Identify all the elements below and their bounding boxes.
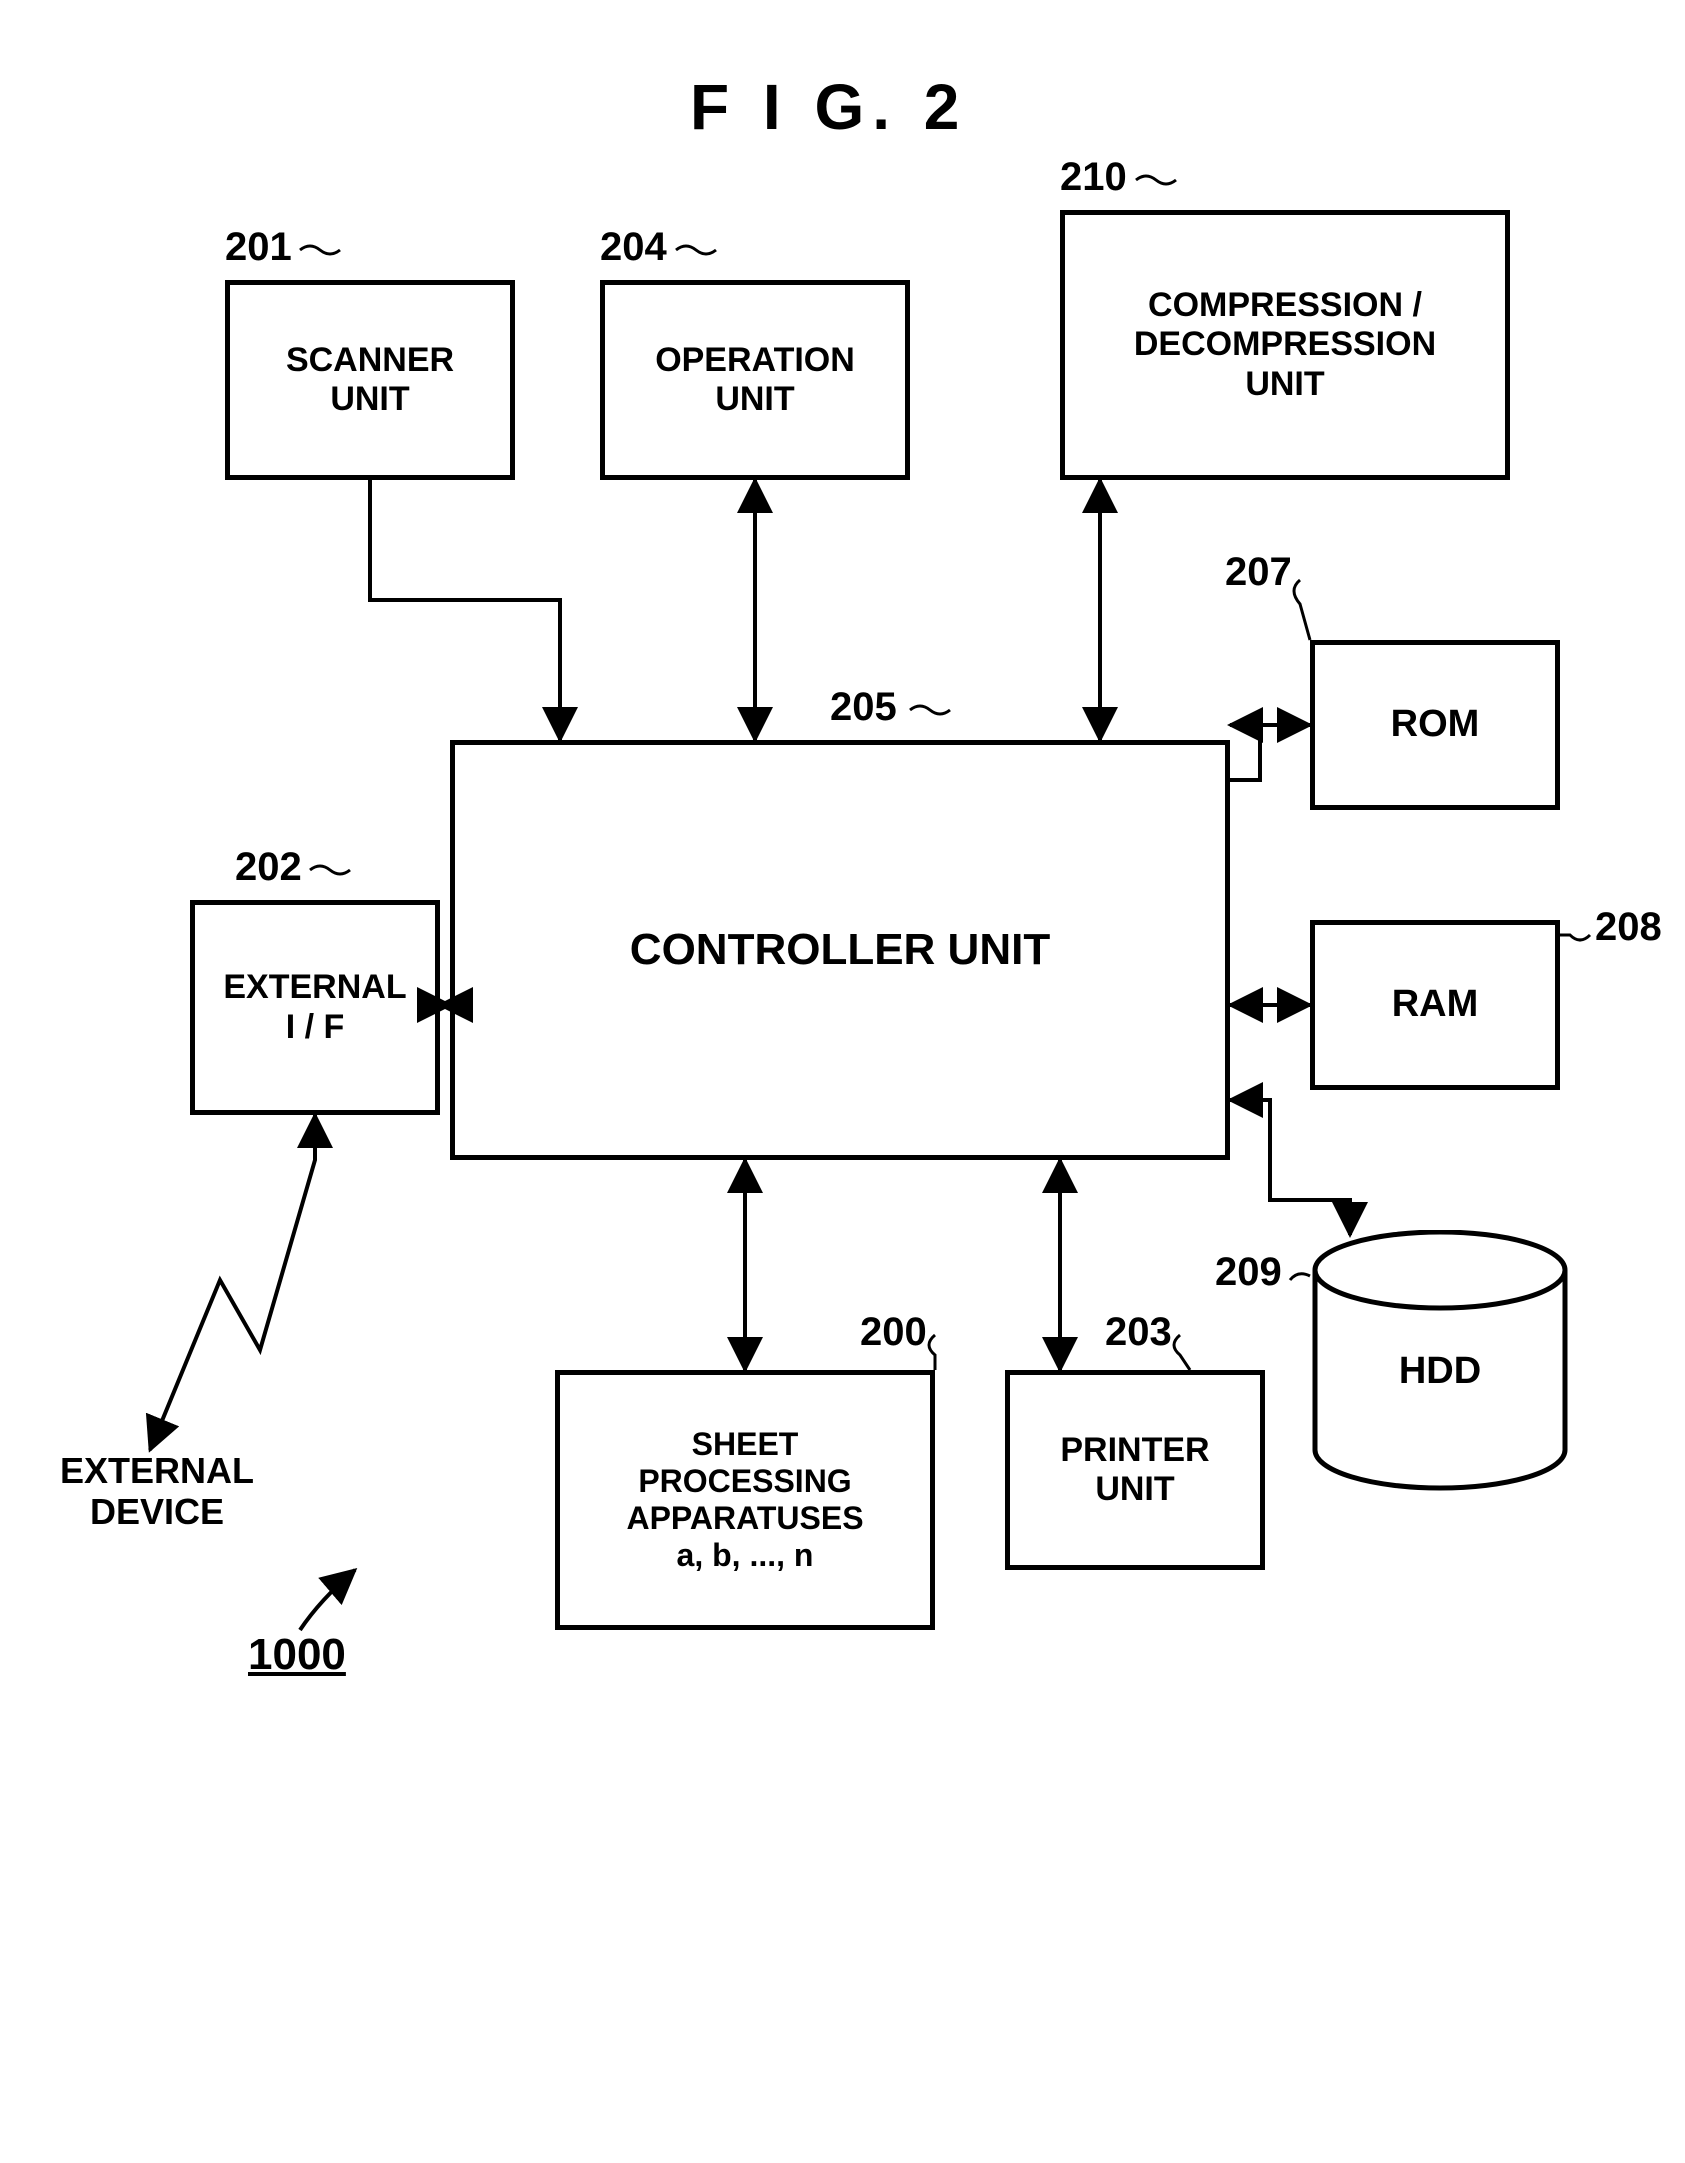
connections-final	[0, 0, 1685, 2163]
diagram-stage: F I G. 2 SCANNERUNIT 201 OPERATIONUNIT 2…	[0, 0, 1685, 2163]
